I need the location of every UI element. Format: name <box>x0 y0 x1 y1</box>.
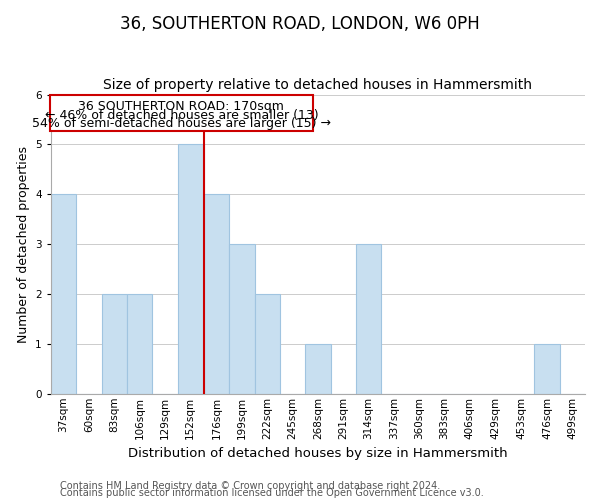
Bar <box>356 244 381 394</box>
Title: Size of property relative to detached houses in Hammersmith: Size of property relative to detached ho… <box>103 78 532 92</box>
X-axis label: Distribution of detached houses by size in Hammersmith: Distribution of detached houses by size … <box>128 447 508 460</box>
Bar <box>178 144 204 394</box>
Bar <box>127 294 152 394</box>
Y-axis label: Number of detached properties: Number of detached properties <box>17 146 29 342</box>
Bar <box>535 344 560 394</box>
Text: 54% of semi-detached houses are larger (15) →: 54% of semi-detached houses are larger (… <box>32 118 331 130</box>
Bar <box>101 294 127 394</box>
Bar <box>305 344 331 394</box>
Text: Contains HM Land Registry data © Crown copyright and database right 2024.: Contains HM Land Registry data © Crown c… <box>60 481 440 491</box>
Bar <box>229 244 254 394</box>
Bar <box>51 194 76 394</box>
Text: ← 46% of detached houses are smaller (13): ← 46% of detached houses are smaller (13… <box>44 108 318 122</box>
FancyBboxPatch shape <box>50 94 313 131</box>
Text: 36 SOUTHERTON ROAD: 170sqm: 36 SOUTHERTON ROAD: 170sqm <box>79 100 284 112</box>
Bar <box>254 294 280 394</box>
Text: Contains public sector information licensed under the Open Government Licence v3: Contains public sector information licen… <box>60 488 484 498</box>
Text: 36, SOUTHERTON ROAD, LONDON, W6 0PH: 36, SOUTHERTON ROAD, LONDON, W6 0PH <box>120 15 480 33</box>
Bar <box>204 194 229 394</box>
